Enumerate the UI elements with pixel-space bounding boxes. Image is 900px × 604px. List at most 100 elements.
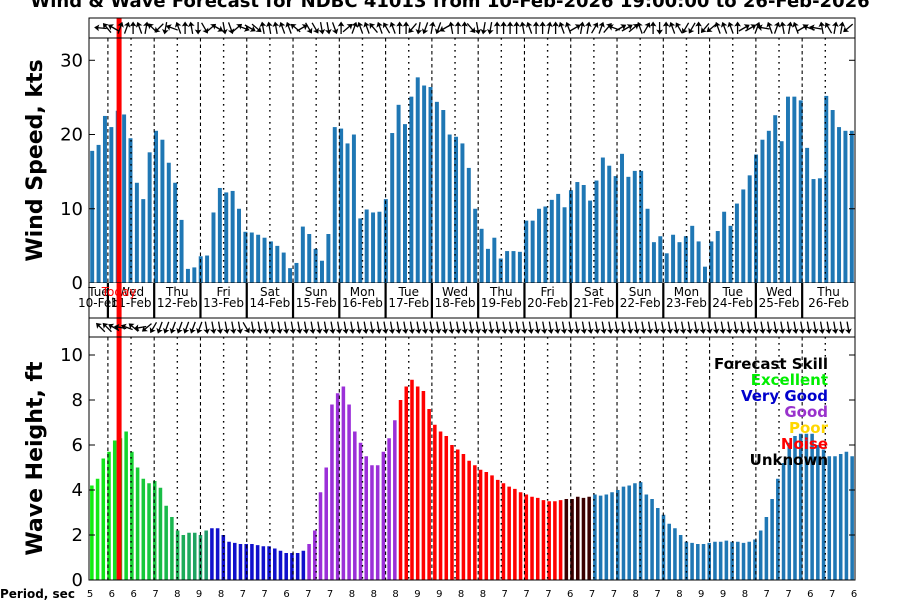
wind-arrow	[201, 22, 209, 34]
wind-arrow	[331, 22, 339, 35]
wave-bar	[718, 541, 723, 580]
day-weekday: Sun	[305, 285, 328, 299]
wave-arrow	[102, 322, 112, 333]
wind-arrow	[474, 21, 482, 35]
period-value: 7	[785, 589, 791, 600]
wave-bar	[290, 553, 294, 580]
period-value: 8	[458, 589, 464, 600]
day-date: 17-Feb	[388, 296, 429, 310]
wind-bar	[230, 190, 235, 283]
wind-arrow	[161, 21, 169, 35]
wind-bar	[798, 100, 803, 283]
wind-bar	[505, 251, 510, 283]
wind-arrow	[688, 22, 696, 34]
wind-bar	[543, 206, 548, 283]
wave-bar	[558, 500, 563, 581]
wind-bar	[268, 241, 273, 283]
wave-bar	[730, 541, 734, 580]
wind-bar	[817, 178, 822, 283]
wind-arrow	[843, 23, 854, 33]
period-value: 8	[371, 589, 377, 600]
wind-arrow	[466, 22, 476, 33]
wind-bar	[773, 115, 778, 284]
wind-bar	[607, 165, 612, 283]
wave-bar	[444, 436, 449, 580]
wave-bar	[524, 494, 529, 580]
wave-arrow	[229, 321, 237, 334]
wave-arrow	[203, 321, 211, 334]
period-value: 8	[633, 589, 639, 600]
day-weekday: Sat	[260, 285, 280, 299]
wind-bar	[224, 192, 229, 283]
wind-bar	[128, 138, 133, 283]
period-value: 7	[764, 589, 770, 600]
wave-bar	[410, 379, 414, 580]
wind-bar	[683, 236, 688, 283]
wave-arrow	[666, 321, 674, 334]
day-date: 18-Feb	[435, 296, 476, 310]
wave-bar	[467, 460, 471, 580]
wind-bar	[256, 234, 261, 283]
wind-bar	[288, 268, 293, 283]
wave-arrow	[646, 321, 654, 334]
wind-arrow	[237, 25, 250, 32]
wind-arrow	[382, 22, 391, 34]
wave-arrow	[375, 321, 383, 334]
wind-bar	[479, 228, 484, 283]
wind-arrow	[636, 21, 643, 34]
wave-arrow	[606, 321, 614, 334]
wave-bar	[507, 486, 511, 581]
wind-arrow	[285, 21, 292, 34]
wind-arrow	[809, 24, 822, 32]
wave-ytick-label: 10	[60, 345, 83, 366]
wind-bar	[645, 208, 650, 283]
wind-arrow	[429, 21, 436, 35]
period-value: 6	[131, 589, 137, 600]
wave-bar	[95, 478, 100, 580]
day-weekday: Sun	[629, 285, 652, 299]
wave-bar	[833, 456, 837, 580]
wind-arrow	[135, 21, 143, 34]
wind-bar	[626, 176, 631, 283]
wave-arrow	[673, 321, 680, 334]
wave-bar	[438, 431, 443, 580]
wave-arrow	[289, 321, 297, 334]
wind-bar	[371, 212, 376, 283]
wind-arrow	[194, 22, 202, 35]
wind-bar	[377, 211, 382, 283]
wind-bar	[594, 180, 599, 283]
wave-arrow	[113, 323, 127, 331]
wave-bar	[690, 542, 694, 581]
wave-arrow	[706, 321, 713, 334]
wave-ytick-label: 0	[72, 570, 83, 591]
wave-bar	[587, 496, 591, 580]
day-date: 16-Feb	[342, 296, 383, 310]
wave-bar	[204, 530, 208, 580]
wind-bar	[415, 77, 420, 283]
wave-arrow	[162, 321, 170, 334]
wave-arrow	[133, 324, 147, 332]
period-value: 8	[174, 589, 180, 600]
wind-bar	[294, 262, 299, 283]
wave-bar	[404, 386, 409, 580]
wind-arrow	[480, 21, 488, 35]
wave-bar	[513, 488, 517, 581]
wave-arrow	[256, 321, 263, 334]
period-value: 6	[851, 589, 857, 600]
day-date: 10-Feb	[78, 296, 119, 310]
wind-arrow	[675, 22, 683, 34]
day-date: 12-Feb	[157, 296, 198, 310]
wave-arrow	[692, 321, 700, 334]
wind-arrow	[792, 21, 799, 34]
wave-ytick-label: 6	[72, 435, 83, 456]
legend-item: Unknown	[750, 451, 828, 469]
wave-bar	[335, 393, 340, 580]
wind-bar	[460, 143, 465, 283]
wind-bar	[600, 157, 605, 283]
wave-arrow	[653, 321, 660, 334]
wind-arrow	[259, 21, 267, 35]
wind-bar	[141, 199, 146, 283]
day-weekday: Fri	[216, 285, 230, 299]
wave-bar	[353, 431, 357, 580]
